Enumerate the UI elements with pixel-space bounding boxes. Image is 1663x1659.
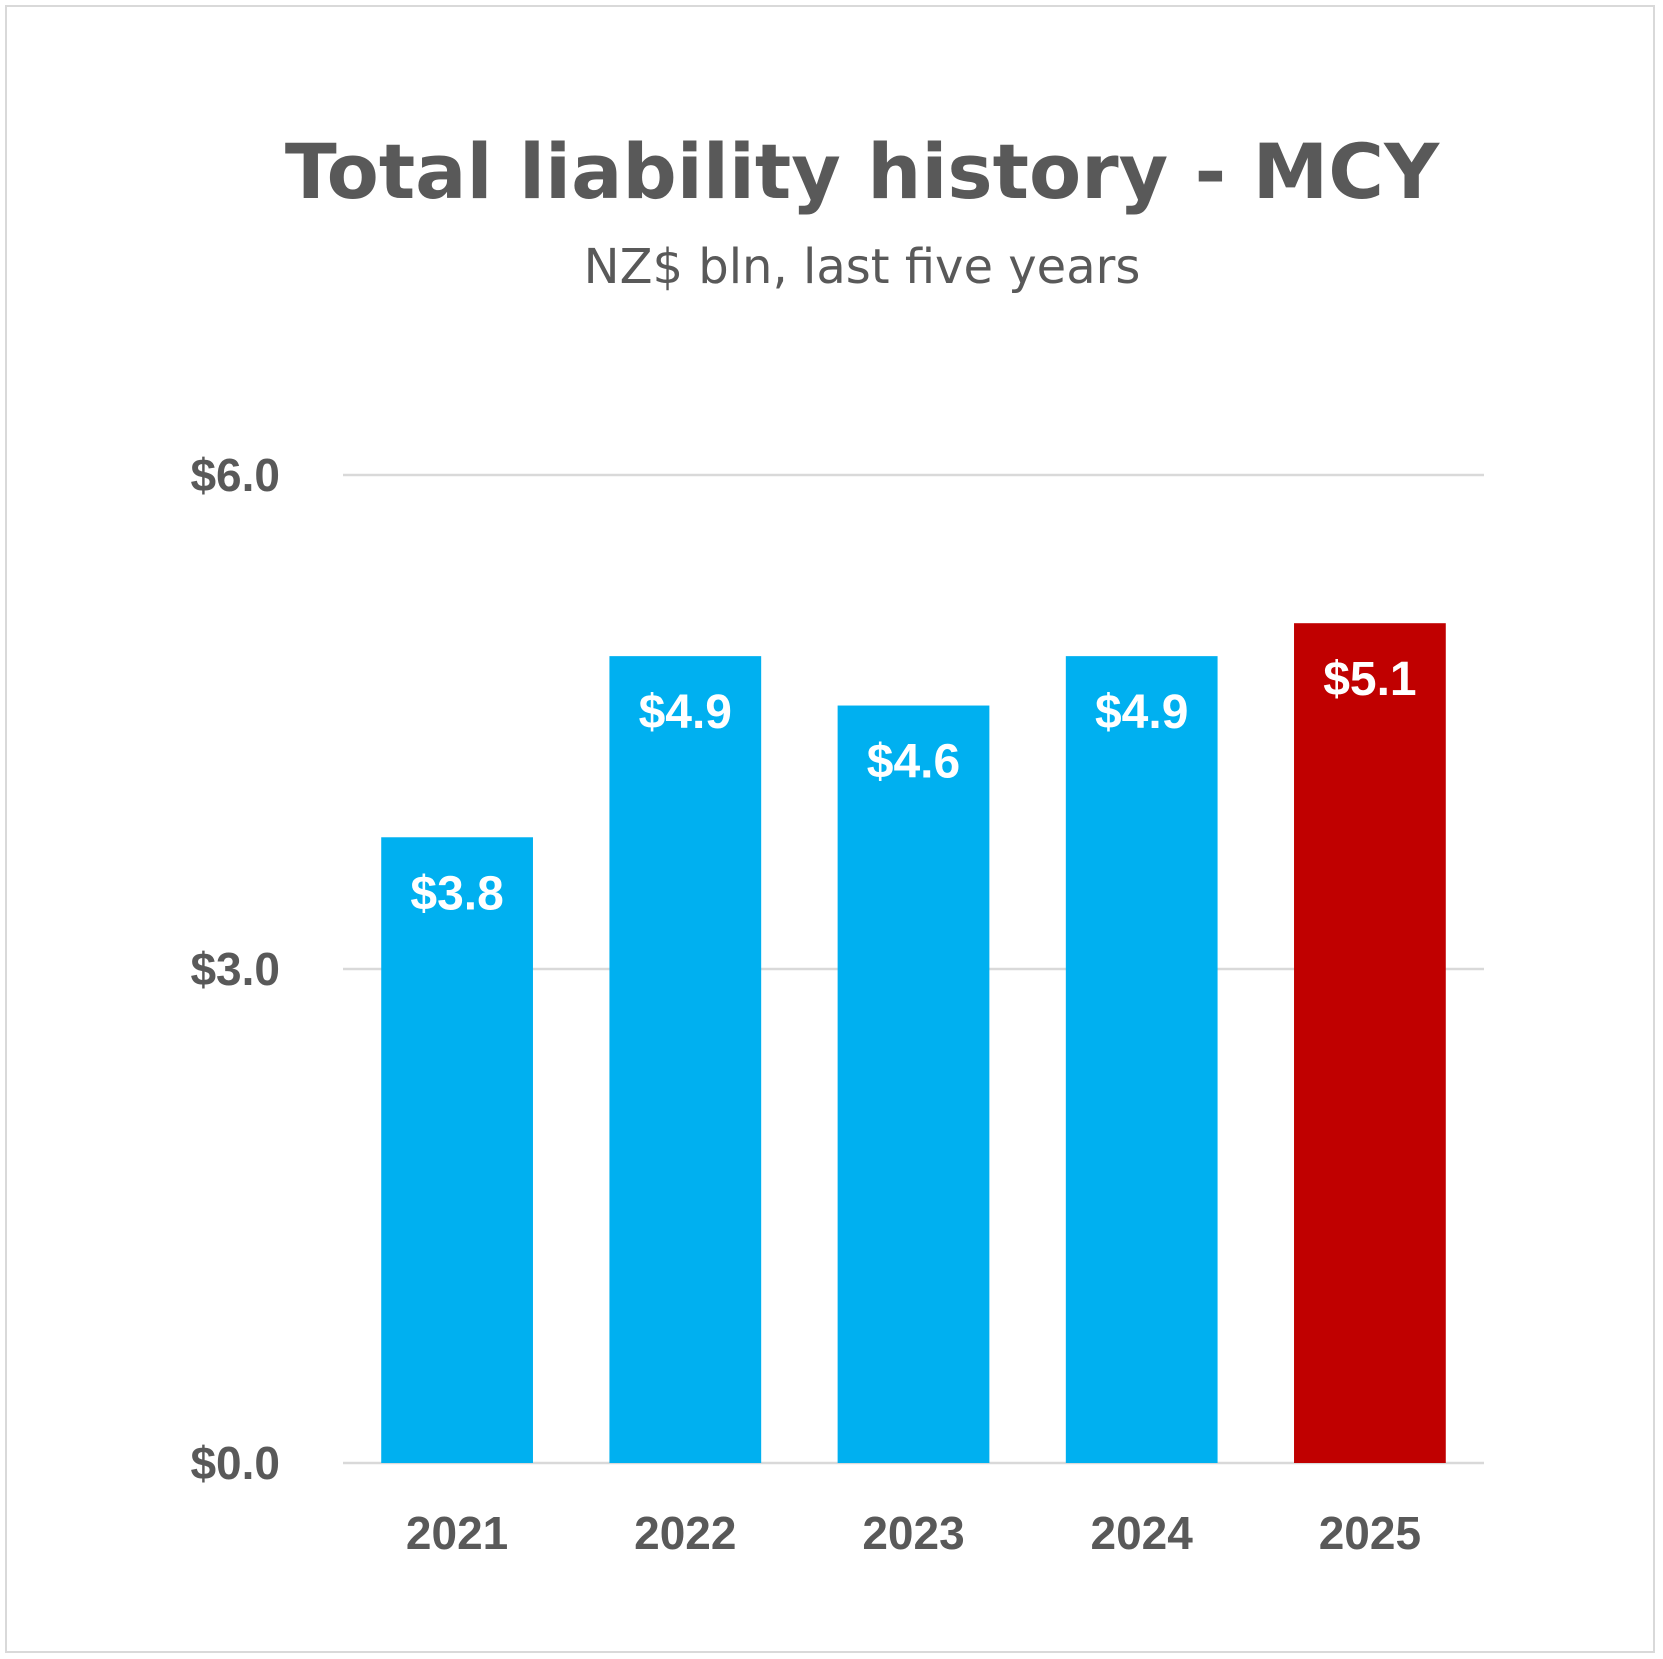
bar-2025	[1294, 623, 1446, 1463]
bar-2021	[381, 837, 533, 1463]
bar-2024	[1065, 656, 1218, 1463]
bar-2022	[609, 656, 762, 1463]
y-tick-label: $0.0	[190, 1437, 280, 1489]
category-label-2023: 2023	[862, 1507, 964, 1559]
bars	[381, 623, 1446, 1463]
chart-title: Total liability history - MCY	[285, 127, 1440, 216]
bar-2023	[837, 705, 990, 1463]
data-label-2023: $4.6	[867, 736, 960, 789]
data-label-2025: $5.1	[1323, 653, 1416, 706]
data-label-2024: $4.9	[1095, 686, 1188, 739]
y-tick-label: $6.0	[190, 449, 280, 501]
category-label-2025: 2025	[1319, 1507, 1421, 1559]
category-label-2021: 2021	[406, 1507, 508, 1559]
category-label-2022: 2022	[634, 1507, 736, 1559]
chart-subtitle: NZ$ bln, last five years	[584, 239, 1141, 295]
y-tick-label: $3.0	[190, 943, 280, 995]
data-labels: $3.8 $4.9 $4.6 $4.9 $5.1	[410, 653, 1416, 920]
data-label-2022: $4.9	[639, 686, 732, 739]
category-label-2024: 2024	[1091, 1507, 1194, 1559]
y-axis-tick-labels: $0.0 $3.0 $6.0	[190, 449, 280, 1489]
data-label-2021: $3.8	[410, 867, 503, 920]
x-axis-category-labels: 2021 2022 2023 2024 2025	[406, 1507, 1421, 1559]
